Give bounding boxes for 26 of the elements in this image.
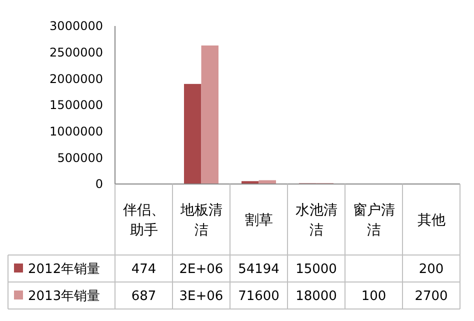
data-label: 2700 — [414, 289, 448, 304]
legend-label: 2012年销量 — [28, 262, 100, 278]
data-label: 474 — [131, 262, 156, 278]
y-tick-label: 2000000 — [50, 72, 103, 86]
data-label: 18000 — [296, 289, 337, 304]
x-tick-label: 割草 — [244, 212, 273, 228]
data-label: 2E+06 — [179, 262, 224, 278]
data-label: 15000 — [296, 262, 337, 278]
data-label: 3E+06 — [179, 289, 224, 304]
data-label: 200 — [418, 262, 444, 278]
y-tick-label: 500000 — [57, 150, 103, 165]
y-tick-label: 3000000 — [50, 19, 103, 34]
y-tick-label: 2500000 — [50, 46, 103, 60]
y-tick-label: 1500000 — [50, 98, 103, 112]
x-tick-label: 窗户清洁 — [352, 202, 395, 238]
x-tick-label: 地板清洁 — [179, 202, 222, 238]
data-label: 54194 — [238, 262, 280, 278]
data-label: 71600 — [238, 289, 280, 304]
y-tick-label: 1000000 — [50, 124, 103, 139]
y-tick-label: 0 — [95, 177, 103, 192]
x-tick-label: 水池清洁 — [295, 202, 338, 238]
x-tick-label: 其他 — [417, 212, 446, 228]
x-tick-label: 伴侣、助手 — [122, 202, 165, 238]
legend-label: 2013年销量 — [28, 289, 100, 304]
data-label: 687 — [131, 289, 156, 304]
data-label: 100 — [361, 289, 386, 304]
